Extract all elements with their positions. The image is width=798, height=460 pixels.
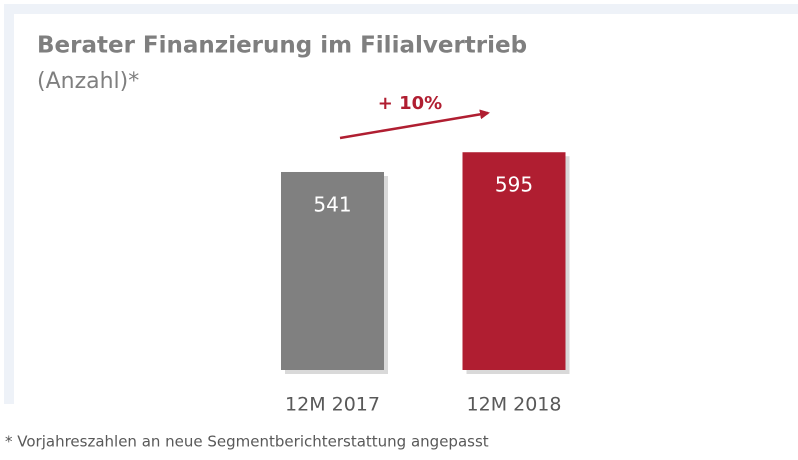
panel-border-top (14, 4, 798, 14)
x-tick-label: 12M 2018 (467, 394, 562, 416)
bar (281, 171, 384, 370)
growth-arrow (339, 109, 490, 140)
bar (462, 152, 566, 370)
footnote: * Vorjahreszahlen an neue Segmentbericht… (5, 433, 489, 451)
panel-border-left (4, 4, 14, 404)
chart-subtitle: (Anzahl)* (37, 69, 139, 94)
growth-annotation: + 10% (378, 93, 442, 114)
value-label: 595 (495, 173, 533, 197)
x-tick-label: 12M 2017 (285, 394, 380, 416)
chart-title: Berater Finanzierung im Filialvertrieb (37, 33, 527, 59)
value-label: 541 (313, 192, 351, 216)
